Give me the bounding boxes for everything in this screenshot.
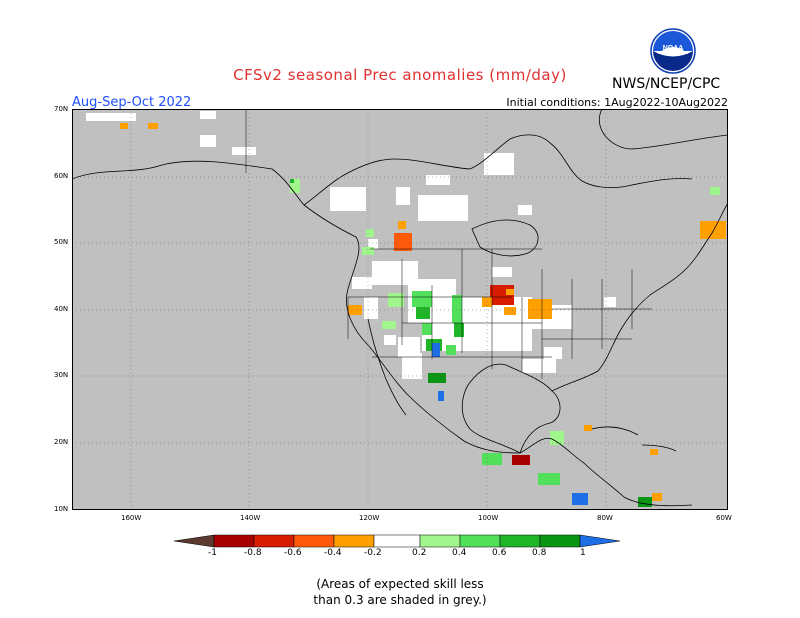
colorbar-label: 0.6 [492,548,507,558]
colorbar-bin [293,534,335,548]
agency-label: NWS/NCEP/CPC [612,76,721,92]
lon-label-120w: 120W [359,514,380,522]
lon-label-140w: 140W [240,514,261,522]
map-title: CFSv2 seasonal Prec anomalies (mm/day) [233,66,567,84]
lat-label-40n: 40N [54,305,69,313]
colorbar-bin [333,534,375,548]
lon-label-100w: 100W [478,514,499,522]
colorbar-bin [459,534,501,548]
colorbar-label: -0.6 [284,548,302,558]
lat-label-70n: 70N [54,105,69,113]
lat-label-60n: 60N [54,172,69,180]
map-frame [72,109,728,510]
lon-label-60w: 60W [716,514,732,522]
skill-note-line1: (Areas of expected skill less [316,577,484,591]
colorbar-bin [253,534,295,548]
colorbar-bin [539,534,581,548]
precip-anomaly-map [72,109,728,510]
season-label: Aug-Sep-Oct 2022 [72,95,192,110]
colorbar-bin [373,534,421,548]
colorbar-label: 0.4 [452,548,467,558]
colorbar [173,534,621,548]
lon-label-80w: 80W [597,514,613,522]
colorbar-right-arrow [579,534,621,548]
lat-label-50n: 50N [54,238,69,246]
colorbar-label: 0.8 [532,548,547,558]
skill-note: (Areas of expected skill less than 0.3 a… [0,576,800,608]
colorbar-bin [213,534,255,548]
graticule [72,109,728,510]
colorbar-label: 1 [580,548,586,558]
colorbar-label: -0.4 [324,548,342,558]
wet-anomaly-patches [290,179,720,507]
colorbar-label: -0.8 [244,548,262,558]
colorbar-label: -0.2 [364,548,382,558]
lon-label-160w: 160W [121,514,142,522]
logo-text: NOAA [663,45,684,52]
lat-label-20n: 20N [54,438,69,446]
noaa-logo: NOAA [650,28,696,74]
colorbar-bin [499,534,541,548]
lat-label-30n: 30N [54,371,69,379]
lat-label-10n: 10N [54,505,69,513]
colorbar-bin [419,534,461,548]
initial-conditions-label: Initial conditions: 1Aug2022-10Aug2022 [506,96,728,109]
coastlines [72,109,728,507]
colorbar-left-arrow [173,534,215,548]
skill-mask [72,109,728,510]
skill-note-line2: than 0.3 are shaded in grey.) [313,593,487,607]
political-boundaries [245,109,652,379]
colorbar-label: 0.2 [412,548,427,558]
colorbar-label: -1 [208,548,217,558]
